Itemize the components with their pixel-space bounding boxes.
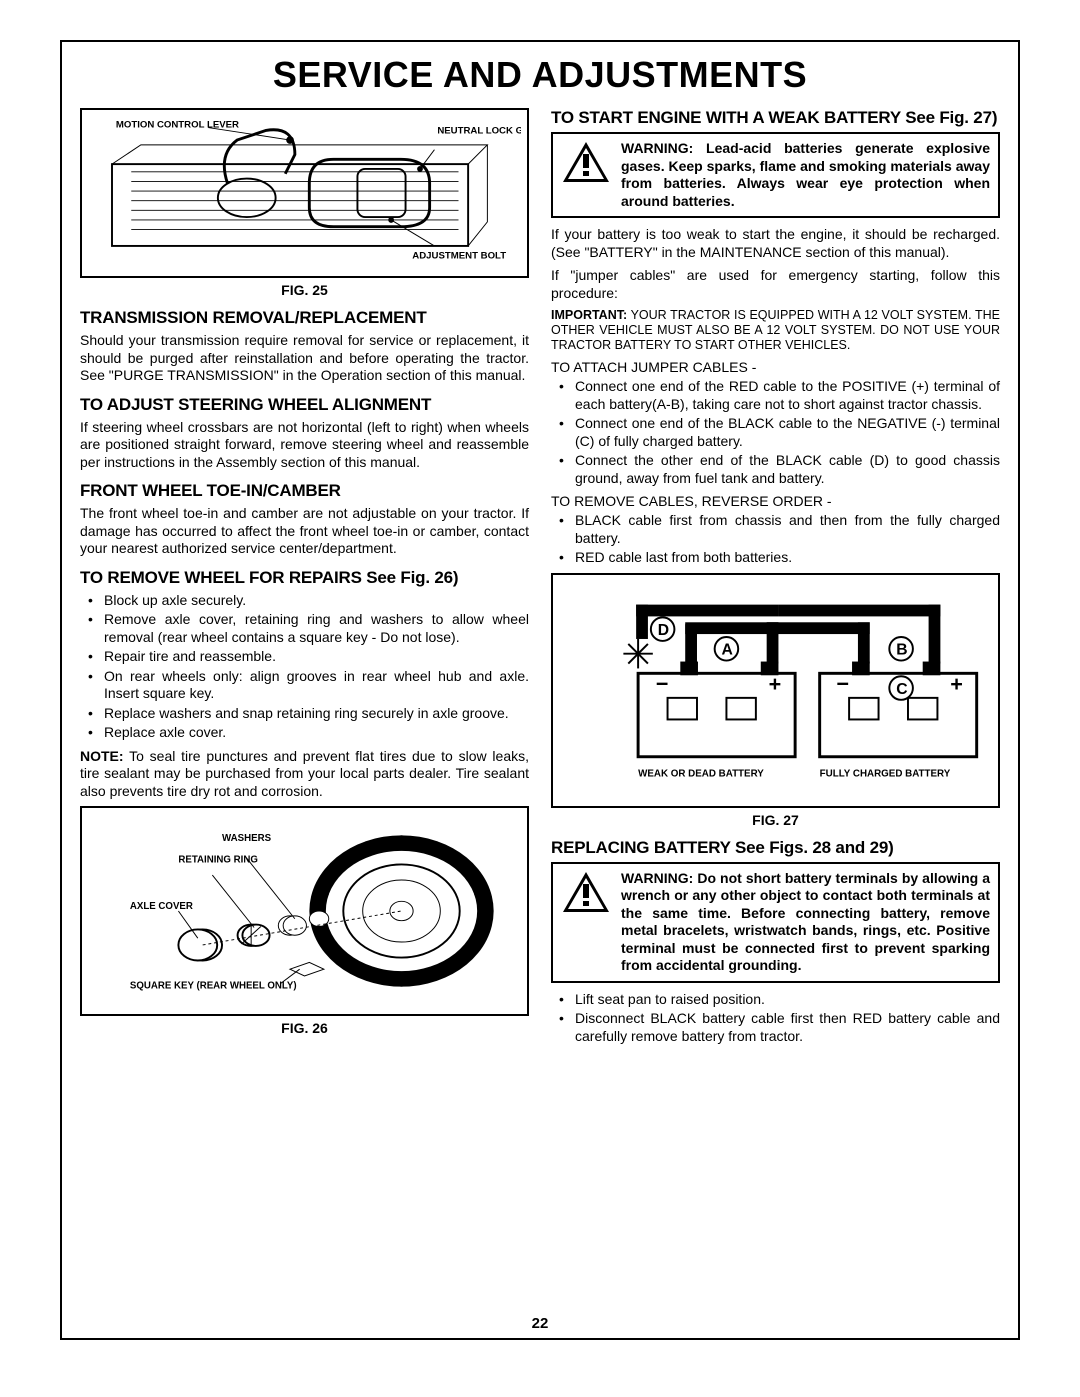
warning-box-1: WARNING: Lead-acid batteries generate ex… <box>551 132 1000 218</box>
figure-26-box: WASHERS RETAINING RING AXLE COVER SQUARE… <box>80 806 529 1016</box>
list-item: Connect one end of the RED cable to the … <box>575 378 1000 413</box>
steering-body: If steering wheel crossbars are not hori… <box>80 419 529 472</box>
right-column: TO START ENGINE WITH A WEAK BATTERY See … <box>551 108 1000 1051</box>
replace-battery-heading: REPLACING BATTERY See Figs. 28 and 29) <box>551 838 1000 858</box>
svg-text:B: B <box>896 641 907 658</box>
warning-icon <box>561 870 611 914</box>
list-item: Connect the other end of the BLACK cable… <box>575 452 1000 487</box>
warning-text-2: WARNING: Do not short battery terminals … <box>621 870 990 975</box>
figure-27-caption: FIG. 27 <box>551 812 1000 828</box>
transmission-body: Should your transmission require removal… <box>80 332 529 385</box>
attach-cables-heading: TO ATTACH JUMPER CABLES - <box>551 359 1000 375</box>
svg-text:C: C <box>896 680 907 697</box>
figure-25-box: MOTION CONTROL LEVER NEUTRAL LOCK GATE A… <box>80 108 529 278</box>
start-engine-body1: If your battery is too weak to start the… <box>551 226 1000 261</box>
replace-battery-bullets: Lift seat pan to raised position. Discon… <box>551 991 1000 1046</box>
list-item: Remove axle cover, retaining ring and wa… <box>104 611 529 646</box>
list-item: Lift seat pan to raised position. <box>575 991 1000 1009</box>
svg-text:SQUARE KEY (REAR WHEEL ONLY): SQUARE KEY (REAR WHEEL ONLY) <box>130 981 297 992</box>
list-item: Replace axle cover. <box>104 724 529 742</box>
warning-box-2: WARNING: Do not short battery terminals … <box>551 862 1000 983</box>
page-outer-border: SERVICE AND ADJUSTMENTS <box>60 40 1020 1340</box>
list-item: Repair tire and reassemble. <box>104 648 529 666</box>
svg-text:WEAK OR DEAD BATTERY: WEAK OR DEAD BATTERY <box>638 768 764 779</box>
svg-text:+: + <box>769 670 782 695</box>
list-item: RED cable last from both batteries. <box>575 549 1000 567</box>
svg-text:+: + <box>950 670 963 695</box>
figure-25-diagram: MOTION CONTROL LEVER NEUTRAL LOCK GATE A… <box>88 116 521 270</box>
list-item: On rear wheels only: align grooves in re… <box>104 668 529 703</box>
start-engine-body2: If "jumper cables" are used for emergenc… <box>551 267 1000 302</box>
svg-text:AXLE COVER: AXLE COVER <box>130 901 193 912</box>
svg-text:−: − <box>836 670 849 695</box>
warning-text-1: WARNING: Lead-acid batteries generate ex… <box>621 140 990 210</box>
transmission-heading: TRANSMISSION REMOVAL/REPLACEMENT <box>80 308 529 328</box>
figure-27-box: − + − + D A B C WEAK OR DEAD BATTERY FUL… <box>551 573 1000 808</box>
list-item: Connect one end of the BLACK cable to th… <box>575 415 1000 450</box>
list-item: Disconnect BLACK battery cable first the… <box>575 1010 1000 1045</box>
remove-bullets: BLACK cable first from chassis and then … <box>551 512 1000 567</box>
remove-cables-heading: TO REMOVE CABLES, REVERSE ORDER - <box>551 493 1000 509</box>
two-column-layout: MOTION CONTROL LEVER NEUTRAL LOCK GATE A… <box>80 108 1000 1051</box>
remove-wheel-note: NOTE: To seal tire punctures and prevent… <box>80 748 529 801</box>
page-number: 22 <box>62 1315 1018 1332</box>
page-title: SERVICE AND ADJUSTMENTS <box>80 54 1000 96</box>
svg-text:ADJUSTMENT BOLT: ADJUSTMENT BOLT <box>412 250 506 261</box>
svg-text:−: − <box>656 670 669 695</box>
start-engine-heading: TO START ENGINE WITH A WEAK BATTERY See … <box>551 108 1000 128</box>
important-note: IMPORTANT: YOUR TRACTOR IS EQUIPPED WITH… <box>551 308 1000 353</box>
svg-text:NEUTRAL LOCK GATE: NEUTRAL LOCK GATE <box>437 125 521 136</box>
svg-text:FULLY CHARGED BATTERY: FULLY CHARGED BATTERY <box>820 768 951 779</box>
left-column: MOTION CONTROL LEVER NEUTRAL LOCK GATE A… <box>80 108 529 1051</box>
svg-text:WASHERS: WASHERS <box>222 833 272 844</box>
svg-text:D: D <box>658 622 669 639</box>
toein-heading: FRONT WHEEL TOE-IN/CAMBER <box>80 481 529 501</box>
attach-bullets: Connect one end of the RED cable to the … <box>551 378 1000 487</box>
svg-text:RETAINING RING: RETAINING RING <box>178 855 257 866</box>
steering-heading: TO ADJUST STEERING WHEEL ALIGNMENT <box>80 395 529 415</box>
remove-wheel-heading: TO REMOVE WHEEL FOR REPAIRS See Fig. 26) <box>80 568 529 588</box>
figure-25-caption: FIG. 25 <box>80 282 529 298</box>
list-item: Block up axle securely. <box>104 592 529 610</box>
svg-text:MOTION CONTROL LEVER: MOTION CONTROL LEVER <box>116 120 239 131</box>
svg-text:A: A <box>722 641 733 658</box>
warning-icon <box>561 140 611 184</box>
toein-body: The front wheel toe-in and camber are no… <box>80 505 529 558</box>
remove-wheel-bullets: Block up axle securely. Remove axle cove… <box>80 592 529 742</box>
figure-27-diagram: − + − + D A B C WEAK OR DEAD BATTERY FUL… <box>563 585 988 796</box>
list-item: BLACK cable first from chassis and then … <box>575 512 1000 547</box>
list-item: Replace washers and snap retaining ring … <box>104 705 529 723</box>
figure-26-diagram: WASHERS RETAINING RING AXLE COVER SQUARE… <box>88 814 521 1008</box>
figure-26-caption: FIG. 26 <box>80 1020 529 1036</box>
